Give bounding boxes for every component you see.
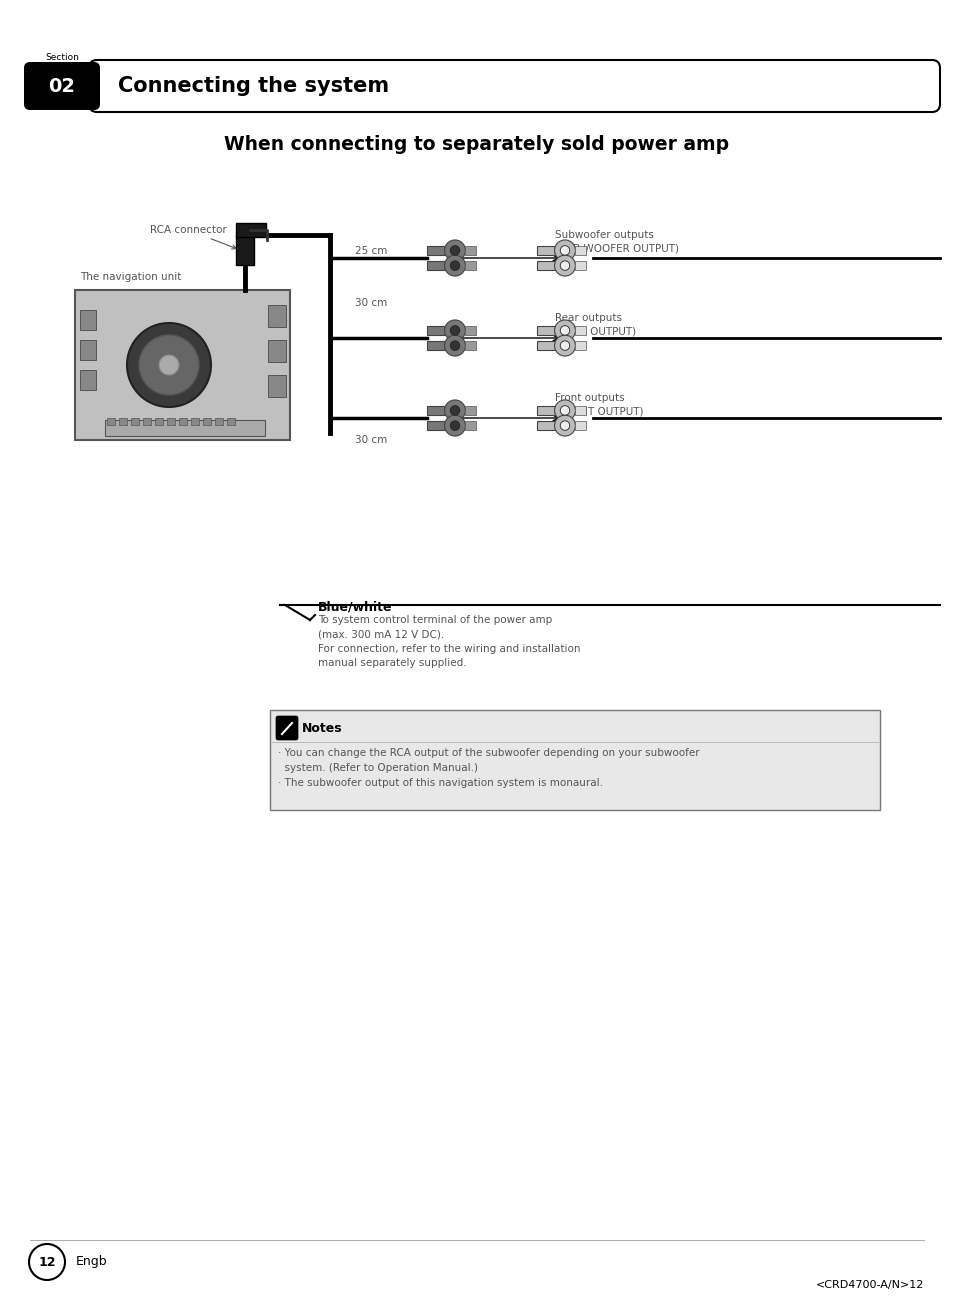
Circle shape (450, 421, 459, 430)
Text: Notes: Notes (302, 721, 342, 735)
Bar (105, 420, 265, 437)
Bar (427, 405, 444, 416)
Circle shape (444, 416, 465, 437)
Text: 30 cm: 30 cm (355, 435, 387, 444)
Text: When connecting to separately sold power amp: When connecting to separately sold power… (224, 136, 729, 154)
Bar (537, 325, 554, 335)
Bar (465, 341, 476, 350)
Text: 30 cm: 30 cm (355, 298, 387, 308)
Bar (80, 310, 96, 329)
Text: Blue/white: Blue/white (317, 600, 392, 613)
Bar (465, 325, 476, 335)
Circle shape (159, 356, 179, 375)
Bar (465, 421, 476, 430)
Text: Connecting the system: Connecting the system (118, 76, 389, 95)
Circle shape (559, 261, 569, 271)
Circle shape (450, 246, 459, 255)
Text: Subwoofer outputs
(SUB WOOFER OUTPUT): Subwoofer outputs (SUB WOOFER OUTPUT) (555, 230, 679, 254)
Bar (235, 235, 253, 265)
Bar (427, 246, 444, 255)
Circle shape (559, 421, 569, 430)
Text: <CRD4700-A/N>12: <CRD4700-A/N>12 (815, 1280, 923, 1290)
Circle shape (559, 341, 569, 350)
Bar (537, 261, 554, 271)
Bar (427, 325, 444, 335)
Bar (537, 405, 554, 416)
Bar (268, 375, 286, 397)
Circle shape (554, 320, 575, 341)
Text: Front outputs
(FRONT OUTPUT): Front outputs (FRONT OUTPUT) (555, 393, 643, 416)
Circle shape (29, 1244, 65, 1280)
Circle shape (554, 416, 575, 437)
Circle shape (559, 405, 569, 416)
Bar (575, 341, 585, 350)
Bar (214, 418, 223, 425)
Bar (268, 305, 286, 327)
Bar (575, 246, 585, 255)
Bar (203, 418, 211, 425)
Circle shape (450, 261, 459, 271)
Bar (537, 421, 554, 430)
Bar (131, 418, 139, 425)
Bar (465, 246, 476, 255)
Bar (235, 223, 266, 237)
Circle shape (450, 405, 459, 416)
Bar (427, 261, 444, 271)
FancyBboxPatch shape (275, 716, 297, 740)
Bar (427, 341, 444, 350)
Circle shape (444, 320, 465, 341)
Circle shape (444, 255, 465, 276)
Text: · You can change the RCA output of the subwoofer depending on your subwoofer
  s: · You can change the RCA output of the s… (277, 748, 699, 788)
Bar (537, 341, 554, 350)
Bar (119, 418, 127, 425)
FancyBboxPatch shape (24, 61, 100, 110)
Text: Rear outputs
(REAR OUTPUT): Rear outputs (REAR OUTPUT) (555, 312, 636, 336)
Circle shape (444, 240, 465, 261)
Bar (154, 418, 163, 425)
Circle shape (444, 335, 465, 356)
FancyBboxPatch shape (89, 60, 939, 112)
Bar (465, 405, 476, 416)
Text: To system control terminal of the power amp
(max. 300 mA 12 V DC).
For connectio: To system control terminal of the power … (317, 616, 579, 668)
Text: Engb: Engb (76, 1256, 108, 1269)
Bar (427, 421, 444, 430)
Circle shape (559, 246, 569, 255)
Bar (167, 418, 174, 425)
Bar (575, 421, 585, 430)
Text: 25 cm: 25 cm (355, 247, 387, 256)
Circle shape (554, 240, 575, 261)
Bar (575, 405, 585, 416)
Bar (268, 340, 286, 362)
Bar (270, 710, 879, 810)
Bar (575, 325, 585, 335)
Bar (465, 261, 476, 271)
Bar (191, 418, 199, 425)
Text: RCA connector: RCA connector (150, 225, 236, 250)
Text: 12: 12 (38, 1256, 55, 1269)
Circle shape (554, 400, 575, 421)
Circle shape (444, 400, 465, 421)
Text: Section: Section (45, 54, 79, 63)
Circle shape (127, 323, 211, 406)
Bar (143, 418, 151, 425)
Circle shape (450, 325, 459, 335)
Bar (80, 340, 96, 359)
Circle shape (139, 335, 199, 395)
Circle shape (554, 335, 575, 356)
Text: 02: 02 (49, 77, 75, 95)
Circle shape (554, 255, 575, 276)
Circle shape (559, 325, 569, 335)
Circle shape (450, 341, 459, 350)
Bar (80, 370, 96, 389)
Bar (227, 418, 234, 425)
Bar (537, 246, 554, 255)
Bar (75, 290, 290, 440)
Text: The navigation unit: The navigation unit (80, 272, 181, 282)
Bar (107, 418, 115, 425)
Bar (575, 261, 585, 271)
Bar (179, 418, 187, 425)
